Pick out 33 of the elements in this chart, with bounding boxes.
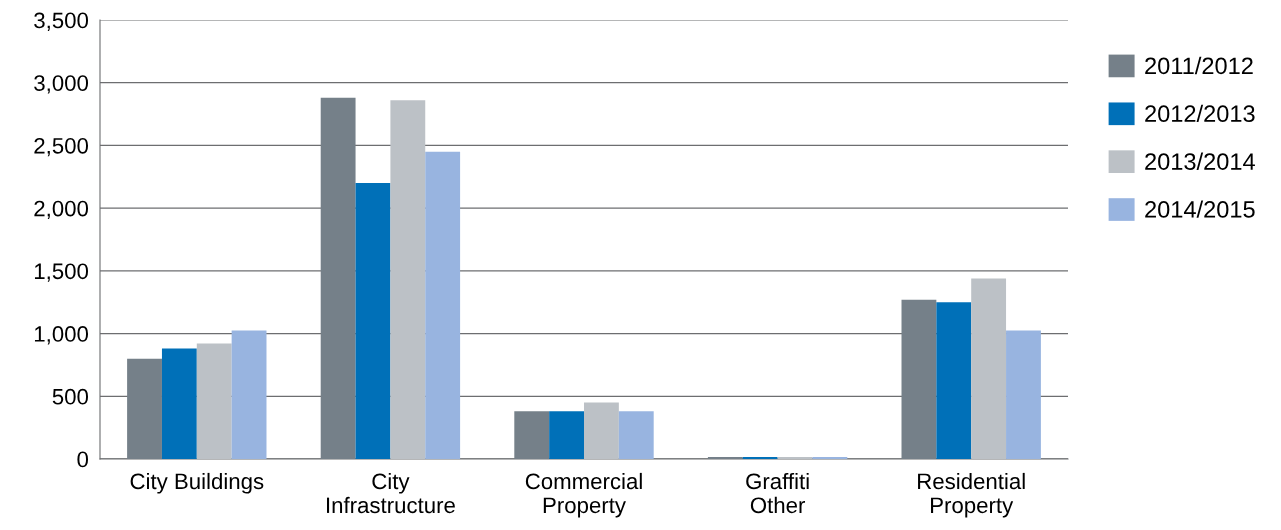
y-tick-label: 3,500 (34, 12, 89, 31)
bar (936, 302, 972, 459)
y-tick-label: 1,000 (34, 326, 89, 345)
bar (618, 411, 654, 459)
x-tick-label: City Buildings (130, 472, 264, 494)
x-tick-label: City Infrastructure (327, 472, 455, 514)
bar (390, 100, 426, 459)
bar (355, 183, 391, 459)
bar (196, 343, 232, 459)
y-tick-label: 2,000 (34, 200, 89, 220)
legend-label: 2012/2013 (1145, 104, 1255, 123)
y-tick-label: 0 (77, 451, 89, 468)
bar (971, 278, 1007, 459)
bar (320, 97, 356, 459)
y-tick-label: 500 (52, 388, 89, 405)
y-tick-label: 3,000 (34, 75, 89, 94)
bar (161, 348, 197, 459)
legend-label: 2014/2015 (1145, 200, 1255, 218)
bar (901, 299, 937, 459)
x-tick-label: Commercial Property (525, 472, 642, 518)
legend-label: 2013/2014 (1145, 152, 1255, 170)
bar (514, 411, 550, 459)
bar (584, 402, 619, 459)
bar (425, 151, 461, 459)
bar (549, 411, 584, 459)
bar (127, 358, 162, 459)
y-tick-label: 1,500 (34, 263, 89, 282)
bar (231, 330, 267, 459)
x-tick-label: Graffiti Other (746, 472, 809, 514)
bar (1006, 330, 1041, 459)
legend-label: 2011/2012 (1145, 56, 1253, 75)
x-tick-label: Residential Property (918, 472, 1025, 518)
y-tick-label: 2,500 (34, 137, 89, 157)
